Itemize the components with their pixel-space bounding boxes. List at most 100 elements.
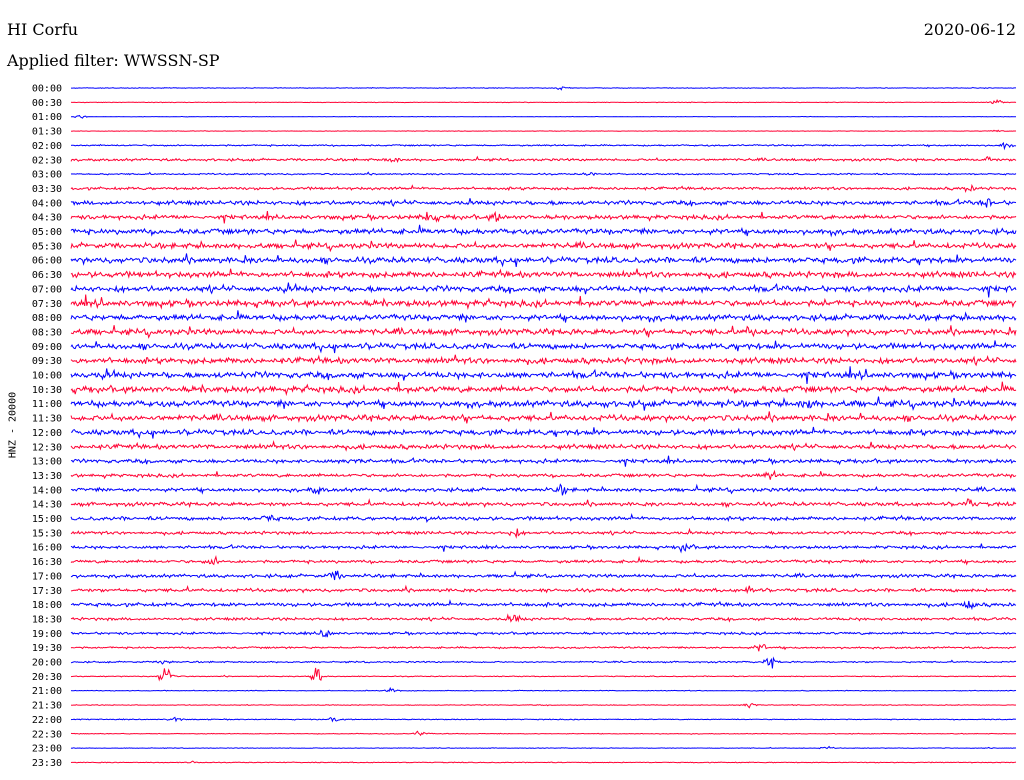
time-label-0300: 03:00 <box>32 170 62 181</box>
trace-0600 <box>70 253 1017 268</box>
trace-0730 <box>70 294 1017 310</box>
time-label-1500: 15:00 <box>32 514 62 525</box>
time-label-1400: 14:00 <box>32 485 62 496</box>
trace-0200 <box>70 141 1017 151</box>
trace-0630 <box>70 268 1017 280</box>
time-label-1830: 18:30 <box>32 614 62 625</box>
trace-1000 <box>70 366 1017 385</box>
time-label-1700: 17:00 <box>32 571 62 582</box>
trace-0530 <box>70 239 1017 253</box>
trace-0100 <box>71 114 1017 119</box>
time-label-1230: 12:30 <box>32 442 62 453</box>
trace-1830 <box>70 613 1017 623</box>
time-label-0530: 05:30 <box>32 241 62 252</box>
time-label-2330: 23:30 <box>32 758 62 769</box>
trace-0300 <box>70 171 1017 177</box>
trace-2300 <box>70 745 1017 750</box>
time-label-1730: 17:30 <box>32 586 62 597</box>
trace-1800 <box>70 599 1017 611</box>
trace-1630 <box>70 554 1017 566</box>
time-label-0100: 01:00 <box>32 112 62 123</box>
trace-1330 <box>70 469 1017 480</box>
trace-0800 <box>70 310 1017 323</box>
trace-2030 <box>70 667 1016 682</box>
time-label-1530: 15:30 <box>32 528 62 539</box>
trace-1600 <box>70 542 1017 554</box>
time-label-0730: 07:30 <box>32 299 62 310</box>
time-label-1800: 18:00 <box>32 600 62 611</box>
trace-1130 <box>70 411 1017 424</box>
time-label-2100: 21:00 <box>32 686 62 697</box>
trace-1300 <box>70 455 1016 467</box>
trace-1430 <box>70 498 1017 509</box>
time-label-1430: 14:30 <box>32 500 62 511</box>
time-label-0800: 08:00 <box>32 313 62 324</box>
trace-0430 <box>70 210 1017 224</box>
trace-0030 <box>70 99 1017 105</box>
time-label-0400: 04:00 <box>32 198 62 209</box>
trace-2200 <box>70 716 1017 723</box>
date-label: 2020-06-12 <box>923 20 1016 39</box>
time-label-0600: 06:00 <box>32 256 62 267</box>
time-label-2130: 21:30 <box>32 701 62 712</box>
time-label-0930: 09:30 <box>32 356 62 367</box>
trace-1700 <box>70 570 1017 581</box>
trace-0830 <box>70 325 1017 339</box>
trace-0230 <box>70 155 1017 164</box>
trace-0900 <box>70 340 1017 354</box>
time-label-0430: 04:30 <box>32 213 62 224</box>
trace-1030 <box>70 381 1017 397</box>
trace-1530 <box>70 527 1017 539</box>
trace-1100 <box>70 396 1017 412</box>
trace-2130 <box>70 703 1017 709</box>
time-label-2300: 23:00 <box>32 744 62 755</box>
time-label-1600: 16:00 <box>32 543 62 554</box>
time-label-0000: 00:00 <box>32 84 62 95</box>
trace-1730 <box>70 584 1017 595</box>
time-label-1330: 13:30 <box>32 471 62 482</box>
time-label-0330: 03:30 <box>32 184 62 195</box>
time-label-2230: 22:30 <box>32 729 62 740</box>
time-label-0130: 01:30 <box>32 127 62 138</box>
time-label-1930: 19:30 <box>32 643 62 654</box>
time-label-0030: 00:30 <box>32 98 62 109</box>
trace-1500 <box>70 513 1016 523</box>
trace-2230 <box>70 730 1017 737</box>
trace-1900 <box>70 629 1017 638</box>
station-title: HI Corfu <box>7 20 79 39</box>
trace-1200 <box>70 426 1017 440</box>
time-label-0830: 08:30 <box>32 327 62 338</box>
filter-label: Applied filter: WWSSN-SP <box>7 51 220 70</box>
time-label-2000: 20:00 <box>32 658 62 669</box>
time-label-1630: 16:30 <box>32 557 62 568</box>
time-label-1130: 11:30 <box>32 414 62 425</box>
trace-0400 <box>70 198 1017 208</box>
time-label-2030: 20:30 <box>32 672 62 683</box>
trace-1230 <box>70 440 1017 452</box>
trace-0330 <box>70 183 1017 193</box>
time-label-0900: 09:00 <box>32 342 62 353</box>
trace-2000 <box>70 656 1017 669</box>
time-label-0500: 05:00 <box>32 227 62 238</box>
time-label-0230: 02:30 <box>32 155 62 166</box>
trace-0500 <box>70 224 1017 238</box>
time-label-1000: 10:00 <box>32 371 62 382</box>
time-label-1200: 12:00 <box>32 428 62 439</box>
time-label-0200: 02:00 <box>32 141 62 152</box>
trace-0130 <box>70 129 1017 133</box>
trace-2330 <box>70 760 1017 764</box>
trace-1930 <box>70 643 1017 652</box>
trace-0700 <box>70 282 1017 298</box>
trace-1400 <box>70 483 1017 496</box>
time-label-1900: 19:00 <box>32 629 62 640</box>
time-label-2200: 22:00 <box>32 715 62 726</box>
trace-0930 <box>70 354 1017 367</box>
time-label-0630: 06:30 <box>32 270 62 281</box>
time-label-0700: 07:00 <box>32 284 62 295</box>
time-label-1100: 11:00 <box>32 399 62 410</box>
time-label-1300: 13:00 <box>32 457 62 468</box>
time-label-1030: 10:30 <box>32 385 62 396</box>
trace-2100 <box>70 686 1017 693</box>
trace-0000 <box>71 86 1016 91</box>
